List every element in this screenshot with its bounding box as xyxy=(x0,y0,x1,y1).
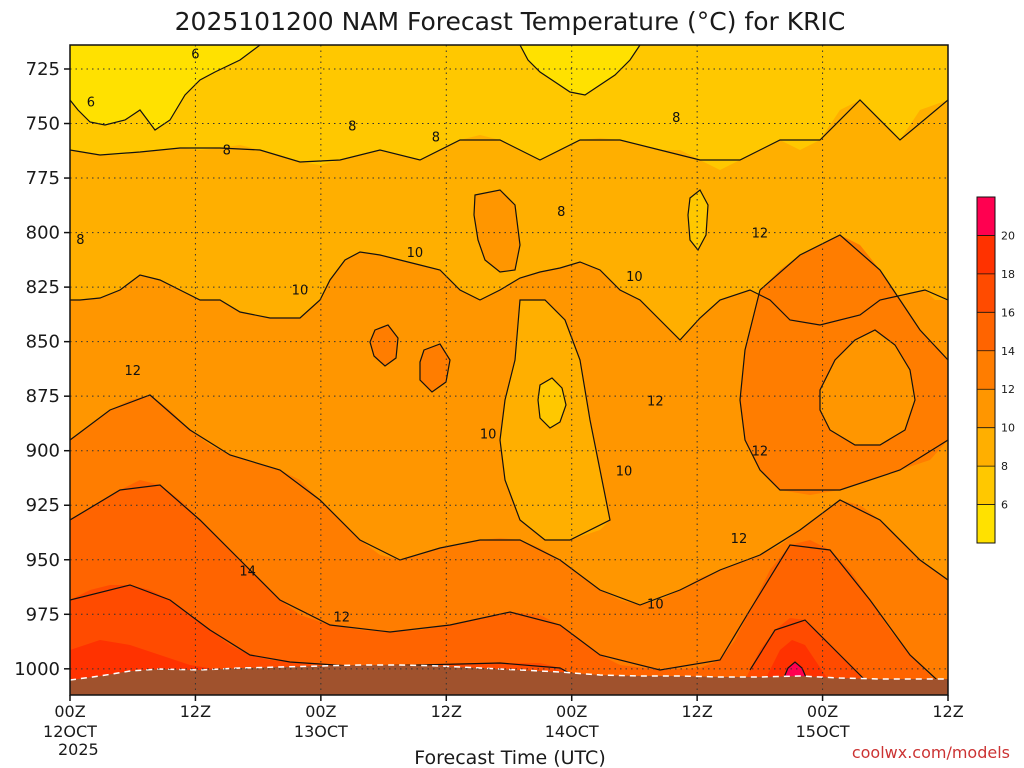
contour-label: 10 xyxy=(480,427,497,442)
colorbar-label: 16 xyxy=(1001,306,1015,319)
y-tick-label: 975 xyxy=(26,604,60,625)
contour-labels: 6 6 8 8 8 8 8 8 10 10 10 10 10 10 12 12 12 12 12 12 14 xyxy=(76,48,768,626)
band-6-8 xyxy=(70,45,948,170)
contour-label: 10 xyxy=(292,283,309,298)
contour-label: 8 xyxy=(672,111,680,126)
x-tick-date: 15OCT xyxy=(796,722,850,741)
band-4-6-b xyxy=(520,45,640,95)
contour-label: 12 xyxy=(333,610,350,625)
contour-label: 8 xyxy=(432,131,440,146)
colorbar-swatch xyxy=(977,466,995,505)
contour-label: 12 xyxy=(124,364,141,379)
contour-label: 8 xyxy=(223,144,231,159)
terrain-ground xyxy=(70,665,948,695)
x-tick-date: 12OCT xyxy=(43,722,97,741)
contour-label: 12 xyxy=(731,532,748,547)
y-tick-label: 875 xyxy=(26,386,60,407)
y-tick-label: 800 xyxy=(26,223,60,244)
colorbar-label: 10 xyxy=(1001,422,1015,435)
credit-text: coolwx.com/models xyxy=(852,743,1010,762)
colorbar-swatch xyxy=(977,273,995,313)
contour-label: 12 xyxy=(752,227,769,242)
plot-border xyxy=(69,44,949,696)
x-tick-label: 12Z xyxy=(932,702,963,721)
colorbar-swatch xyxy=(977,389,995,428)
x-tick-label: 12Z xyxy=(681,702,712,721)
y-tick-label: 925 xyxy=(26,495,60,516)
contour-label: 14 xyxy=(239,565,256,580)
y-axis: 725 750 775 800 825 850 875 900 925 950 975 1000 xyxy=(14,59,70,680)
grid-lines xyxy=(70,45,948,695)
y-tick-label: 900 xyxy=(26,441,60,462)
y-tick-label: 775 xyxy=(26,168,60,189)
contour-label: 12 xyxy=(752,445,769,460)
colorbar-label: 20 xyxy=(1001,229,1015,242)
blob-10-a xyxy=(474,190,520,272)
contour-label: 6 xyxy=(87,96,95,111)
chart-title: 2025101200 NAM Forecast Temperature (°C)… xyxy=(175,7,846,36)
contour-label: 12 xyxy=(647,395,664,410)
x-tick-label: 12Z xyxy=(180,702,211,721)
colorbar-swatch xyxy=(977,350,995,390)
plot-area: 6 6 8 8 8 8 8 8 10 10 10 10 10 10 12 12 12 12 12 12 14 xyxy=(70,45,948,695)
blob-12-a xyxy=(370,325,398,366)
y-tick-label: 825 xyxy=(26,277,60,298)
colorbar-label: 18 xyxy=(1001,268,1015,281)
x-tick-label: 00Z xyxy=(556,702,587,721)
colorbar-swatch xyxy=(977,427,995,467)
y-tick-label: 750 xyxy=(26,114,60,135)
y-tick-label: 725 xyxy=(26,59,60,80)
band-14-16 xyxy=(70,480,948,695)
contour-label: 10 xyxy=(407,246,424,261)
contour-label: 8 xyxy=(76,233,84,248)
x-tick-date: 14OCT xyxy=(545,722,599,741)
blob-8-center xyxy=(538,378,566,428)
y-tick-label: 1000 xyxy=(14,659,60,680)
contour-label: 8 xyxy=(348,120,356,135)
x-tick-label: 00Z xyxy=(305,702,336,721)
colorbar-label: 8 xyxy=(1001,460,1008,473)
band-4-6 xyxy=(70,45,260,130)
contour-label: 10 xyxy=(647,597,664,612)
contour-label: 6 xyxy=(191,48,199,63)
x-tick-date: 13OCT xyxy=(294,722,348,741)
blob-8-right xyxy=(688,190,708,250)
blob-12-b xyxy=(420,344,450,392)
blob-10-right xyxy=(820,330,915,445)
contour-lines xyxy=(70,45,948,691)
x-tick-label: 00Z xyxy=(54,702,85,721)
x-tick-label: 00Z xyxy=(807,702,838,721)
colorbar: 6 8 10 12 14 16 18 20 xyxy=(976,196,1015,544)
x-tick-year: 2025 xyxy=(58,740,99,759)
colorbar-swatch xyxy=(977,197,995,236)
y-tick-label: 950 xyxy=(26,550,60,571)
terrain-edge xyxy=(70,664,948,681)
colorbar-border xyxy=(976,196,996,544)
colorbar-swatch xyxy=(977,504,995,543)
colorbar-label: 14 xyxy=(1001,345,1015,358)
contour-label: 8 xyxy=(557,205,565,220)
x-tick-label: 12Z xyxy=(431,702,462,721)
colorbar-label: 6 xyxy=(1001,499,1008,512)
contour-label: 10 xyxy=(616,464,633,479)
colorbar-label: 12 xyxy=(1001,383,1015,396)
colorbar-swatch xyxy=(977,235,995,274)
colorbar-swatch xyxy=(977,312,995,351)
x-axis-label: Forecast Time (UTC) xyxy=(414,747,605,768)
contour-label: 10 xyxy=(626,270,643,285)
y-tick-label: 850 xyxy=(26,332,60,353)
